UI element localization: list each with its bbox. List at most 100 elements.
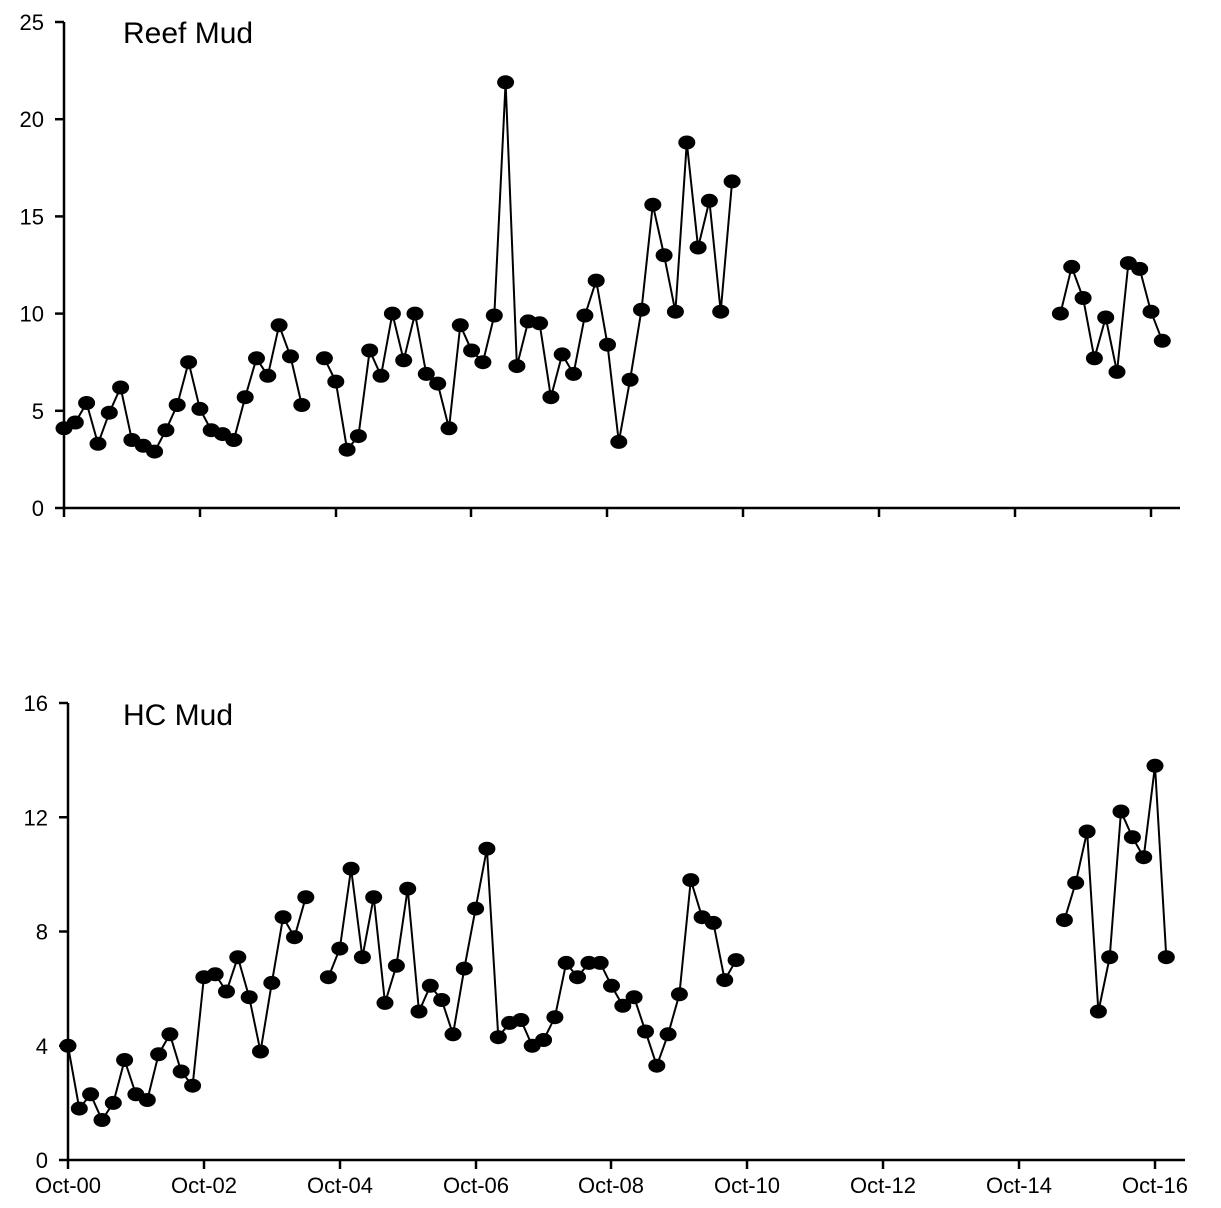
- chart2-data-point: [252, 1044, 269, 1059]
- chart1-data-point: [157, 423, 175, 438]
- chart1-data-point: [1063, 259, 1081, 274]
- chart1-data-point: [463, 343, 481, 358]
- chart2-data-point: [410, 1004, 428, 1019]
- chart2-x-tick-label: Oct-08: [578, 1173, 644, 1198]
- chart1-data-point: [451, 318, 469, 333]
- chart1-data-point: [417, 366, 435, 381]
- chart2-data-point: [535, 1033, 553, 1047]
- chart2-y-tick-label: 12: [24, 805, 48, 830]
- chart1-data-point: [338, 442, 356, 457]
- chart2-data-point: [512, 1013, 530, 1027]
- chart1-series-line-segment-2: [323, 82, 734, 453]
- chart1-y-tick-label: 15: [20, 204, 44, 229]
- chart2-data-point: [59, 1038, 77, 1053]
- chart1-data-point: [565, 366, 582, 381]
- chart1-data-point: [225, 433, 243, 447]
- chart2-data-point: [297, 890, 315, 905]
- chart2-data-point: [331, 941, 349, 956]
- chart2-data-point: [478, 841, 496, 856]
- chart1-data-point: [712, 304, 730, 319]
- chart2-data-point: [603, 978, 620, 993]
- chart1-data-point: [1153, 333, 1171, 348]
- chart1-data-point: [621, 372, 639, 387]
- chart2-data-point: [353, 950, 371, 965]
- chart2-data-point: [1135, 850, 1153, 865]
- chart1-data-point: [599, 337, 616, 352]
- chart2-data-point: [1112, 804, 1130, 819]
- chart2-data-point: [342, 861, 360, 876]
- chart2-data-point: [704, 915, 722, 930]
- chart1-data-point: [700, 193, 718, 208]
- chart1-y-tick-label: 10: [20, 302, 44, 327]
- chart2-data-point: [93, 1113, 111, 1127]
- chart2-data-point: [116, 1053, 134, 1067]
- chart2-x-tick-label: Oct-14: [986, 1173, 1052, 1198]
- chart1-data-point: [180, 355, 198, 370]
- chart1-data-point: [633, 302, 650, 317]
- chart1-data-point: [406, 306, 424, 321]
- chart2-data-point: [365, 890, 383, 905]
- chart1-data-point: [372, 368, 390, 383]
- chart1-data-point: [383, 306, 401, 321]
- chart1-data-point: [361, 343, 379, 358]
- chart2-data-point: [648, 1058, 666, 1073]
- chart1-data-point: [78, 396, 96, 410]
- chart1-data-point: [723, 174, 741, 189]
- chart2-data-point: [625, 990, 643, 1005]
- chart1-data-point: [1051, 306, 1069, 321]
- chart1-data-point: [508, 359, 526, 374]
- chart2-data-point: [546, 1010, 564, 1025]
- chart2-data-point: [218, 984, 235, 999]
- chart2-data-point: [274, 910, 292, 925]
- chart2-data-point: [138, 1093, 156, 1107]
- chart2-data-point: [727, 953, 745, 968]
- chart2-x-tick-label: Oct-00: [35, 1173, 101, 1198]
- chart2-x-tick-label: Oct-10: [714, 1173, 780, 1198]
- chart2-data-point: [716, 973, 734, 988]
- chart1-data-point: [66, 415, 84, 430]
- chart2-data-point: [319, 970, 337, 985]
- chart2-y-tick-label: 8: [36, 920, 48, 945]
- chart1-data-point: [666, 304, 684, 319]
- chart1-data-point: [485, 308, 503, 323]
- chart1-data-point: [1131, 261, 1149, 276]
- chart1-series-line-segment-3: [1059, 261, 1164, 373]
- chart2-data-point: [184, 1078, 202, 1093]
- chart2-data-point: [433, 993, 451, 1007]
- chart1-data-point: [1097, 310, 1115, 325]
- chart2-x-tick-label: Oct-12: [850, 1173, 916, 1198]
- chart2-data-point: [1067, 875, 1085, 890]
- chart1-data-point: [429, 376, 447, 391]
- chart1-y-tick-label: 5: [32, 399, 44, 424]
- chart1-data-point: [576, 308, 594, 323]
- chart1-data-point: [689, 240, 707, 255]
- chart1-data-point: [553, 347, 571, 362]
- chart1-data-point: [1085, 351, 1103, 366]
- chart1-data-point: [89, 436, 107, 451]
- chart2-x-tick-label: Oct-06: [443, 1173, 509, 1198]
- chart2-data-point: [569, 970, 586, 985]
- chart2-data-point: [376, 995, 394, 1010]
- chart1-data-point: [655, 248, 673, 263]
- chart1-data-point: [315, 351, 333, 366]
- chart1-series-line-segment-1: [63, 321, 303, 453]
- chart2-data-point: [444, 1027, 462, 1042]
- chart2-data-point: [172, 1064, 190, 1079]
- chart1-data-point: [146, 444, 164, 459]
- chart2-data-point: [82, 1087, 100, 1102]
- chart2-data-point: [557, 955, 575, 970]
- chart1-y-tick-label: 25: [20, 10, 44, 35]
- chart2-x-tick-label: Oct-02: [171, 1173, 237, 1198]
- chart2-data-point: [104, 1095, 122, 1110]
- chart2-data-point: [614, 998, 632, 1013]
- chart1-data-point: [327, 374, 345, 389]
- chart2-data-point: [489, 1030, 507, 1045]
- chart1-title: Reef Mud: [123, 17, 253, 50]
- chart2-series-line-segment-1: [67, 896, 307, 1123]
- chart2-data-point: [399, 881, 417, 896]
- chart2-data-point: [1146, 758, 1164, 773]
- chart1-data-point: [1142, 304, 1160, 319]
- chart1-data-point: [349, 429, 367, 444]
